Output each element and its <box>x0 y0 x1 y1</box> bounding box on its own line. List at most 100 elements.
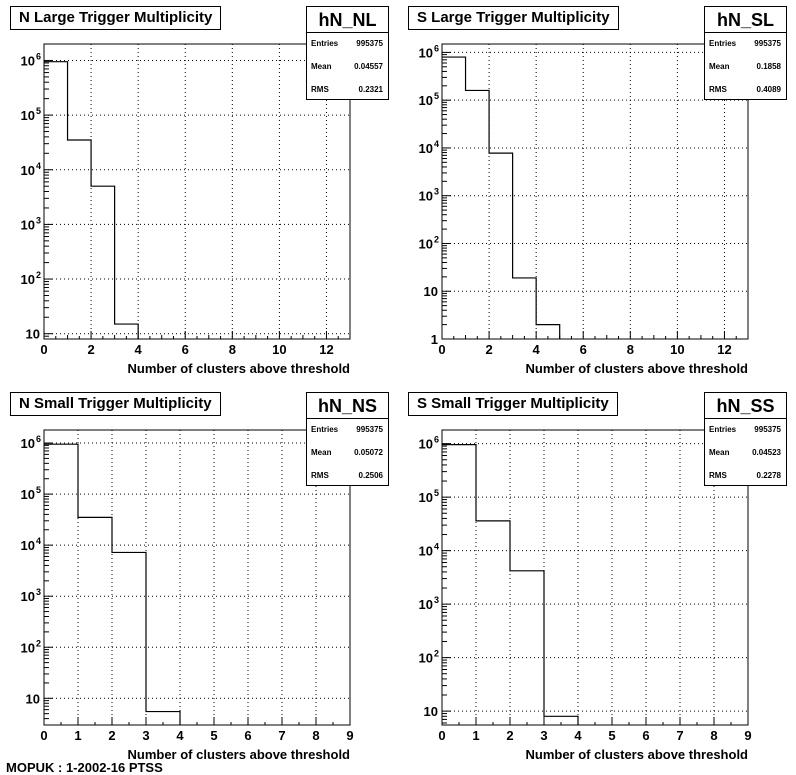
stats-rms: RMS 0.2321 <box>311 85 383 94</box>
stats-rms: RMS 0.2278 <box>709 471 781 480</box>
stats-box: hN_NL Entries 995375 Mean 0.04557 RMS 0.232… <box>306 6 389 100</box>
x-tick-label: 2 <box>87 342 94 357</box>
x-tick-label: 9 <box>744 728 751 743</box>
histogram-panel-n-small: 0 1 2 3 4 5 6 7 8 9 10 10 2 10 3 10 4 10 5 10 6 Number of clu… <box>0 386 398 772</box>
x-tick-label: 0 <box>40 342 47 357</box>
y-tick-exponent: 2 <box>434 234 439 244</box>
stats-box: hN_NS Entries 995375 Mean 0.05072 RMS 0.250… <box>306 392 389 486</box>
stats-mean: Mean 0.04557 <box>311 62 383 71</box>
histogram-name: hN_SL <box>705 7 786 33</box>
x-tick-label: 4 <box>135 342 143 357</box>
histogram-name: hN_SS <box>705 393 786 419</box>
x-tick-label: 12 <box>319 342 333 357</box>
x-tick-label: 6 <box>182 342 189 357</box>
x-tick-label: 0 <box>438 728 445 743</box>
plot-frame <box>441 429 749 726</box>
y-tick-label: 10 <box>21 272 35 287</box>
x-tick-label: 3 <box>540 728 547 743</box>
y-tick-exponent: 4 <box>36 161 41 171</box>
histogram-name: hN_NS <box>307 393 388 419</box>
x-axis-label: Number of clusters above threshold <box>128 361 351 376</box>
x-tick-label: 6 <box>642 728 649 743</box>
footer-text: MOPUK : 1-2002-16 PTSS <box>6 760 163 775</box>
plot-frame <box>43 43 351 340</box>
stats-mean: Mean 0.1858 <box>709 62 781 71</box>
x-tick-label: 2 <box>485 342 492 357</box>
histogram-outline <box>442 56 561 339</box>
stats-entries: Entries 995375 <box>311 425 383 434</box>
chart-title: S Small Trigger Multiplicity <box>408 392 618 416</box>
x-tick-label: 8 <box>710 728 717 743</box>
stats-rms: RMS 0.4089 <box>709 85 781 94</box>
histogram-panel-n-large: 0 2 4 6 8 10 12 10 10 2 10 3 10 4 10 5 10 6 Number of clus… <box>0 0 398 386</box>
y-tick-label: 10 <box>419 45 433 60</box>
y-tick-label: 10 <box>419 189 433 204</box>
y-tick-label: 10 <box>21 108 35 123</box>
y-tick-exponent: 6 <box>434 435 439 445</box>
y-tick-label: 10 <box>21 53 35 68</box>
stats-mean: Mean 0.04523 <box>709 448 781 457</box>
y-tick-label: 10 <box>419 93 433 108</box>
stats-box: hN_SL Entries 995375 Mean 0.1858 RMS 0.4089 <box>704 6 787 100</box>
y-tick-exponent: 6 <box>434 43 439 53</box>
x-tick-label: 0 <box>438 342 445 357</box>
y-tick-exponent: 2 <box>36 270 41 280</box>
histogram-panel-s-large: 0 2 4 6 8 10 12 1 10 10 2 10 3 10 4 10 5 10 6 Number of clu… <box>398 0 796 386</box>
y-tick-exponent: 4 <box>434 542 439 552</box>
plot-frame <box>43 429 351 726</box>
x-tick-label: 12 <box>717 342 731 357</box>
stats-rms: RMS 0.2506 <box>311 471 383 480</box>
x-tick-label: 1 <box>472 728 479 743</box>
chart-title: S Large Trigger Multiplicity <box>408 6 619 30</box>
x-tick-label: 0 <box>40 728 47 743</box>
y-tick-exponent: 5 <box>36 485 41 495</box>
stats-entries: Entries 995375 <box>709 39 781 48</box>
histogram-outline <box>44 443 181 725</box>
x-tick-label: 6 <box>580 342 587 357</box>
y-tick-exponent: 3 <box>434 187 439 197</box>
x-axis-label: Number of clusters above threshold <box>526 747 749 762</box>
y-tick-label: 10 <box>26 327 40 342</box>
chart-title: N Large Trigger Multiplicity <box>10 6 222 30</box>
y-tick-label: 10 <box>419 597 433 612</box>
y-tick-exponent: 4 <box>36 536 41 546</box>
x-tick-label: 3 <box>142 728 149 743</box>
y-tick-label: 10 <box>424 704 438 719</box>
y-tick-exponent: 3 <box>36 587 41 597</box>
y-tick-exponent: 3 <box>36 215 41 225</box>
x-tick-label: 6 <box>244 728 251 743</box>
y-tick-label: 1 <box>431 332 438 347</box>
x-tick-label: 5 <box>608 728 615 743</box>
histogram-outline <box>442 444 579 725</box>
y-tick-label: 10 <box>21 217 35 232</box>
y-tick-label: 10 <box>419 544 433 559</box>
x-tick-label: 4 <box>533 342 541 357</box>
x-tick-label: 4 <box>574 728 582 743</box>
y-tick-exponent: 3 <box>434 595 439 605</box>
x-tick-label: 5 <box>210 728 217 743</box>
y-tick-label: 10 <box>419 651 433 666</box>
plot-frame <box>441 43 749 340</box>
y-tick-exponent: 6 <box>36 434 41 444</box>
y-tick-label: 10 <box>26 691 40 706</box>
x-tick-label: 9 <box>346 728 353 743</box>
chart-title: N Small Trigger Multiplicity <box>10 392 221 416</box>
x-tick-label: 10 <box>670 342 684 357</box>
x-tick-label: 2 <box>108 728 115 743</box>
x-tick-label: 4 <box>176 728 184 743</box>
y-tick-label: 10 <box>419 437 433 452</box>
y-tick-label: 10 <box>21 640 35 655</box>
x-tick-label: 8 <box>229 342 236 357</box>
stats-entries: Entries 995375 <box>311 39 383 48</box>
stats-box: hN_SS Entries 995375 Mean 0.04523 RMS 0.227… <box>704 392 787 486</box>
x-axis-label: Number of clusters above threshold <box>526 361 749 376</box>
x-tick-label: 8 <box>627 342 634 357</box>
y-tick-exponent: 2 <box>434 649 439 659</box>
y-tick-label: 10 <box>419 490 433 505</box>
x-tick-label: 8 <box>312 728 319 743</box>
x-tick-label: 7 <box>278 728 285 743</box>
y-tick-label: 10 <box>21 589 35 604</box>
